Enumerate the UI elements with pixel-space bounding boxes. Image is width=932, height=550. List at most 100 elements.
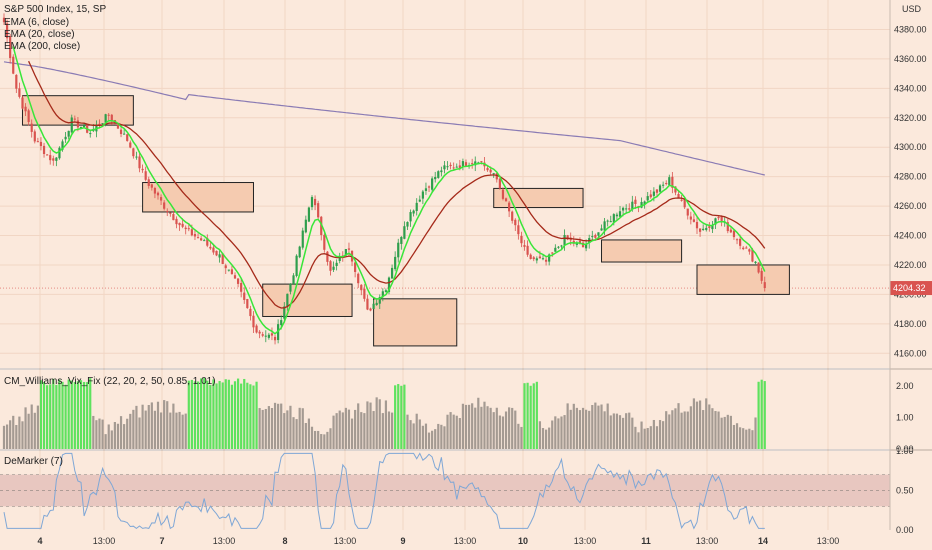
candle-body — [662, 184, 665, 186]
candle-body — [200, 238, 203, 241]
vix-bar — [449, 412, 452, 449]
vix-bar — [720, 417, 723, 449]
demarker-legend[interactable]: DeMarker (7) — [4, 456, 63, 467]
vix-bar — [390, 412, 394, 449]
candle-body — [46, 154, 49, 156]
price-axis-bg — [890, 0, 932, 550]
candle-body — [649, 194, 652, 198]
candle-body — [551, 252, 554, 254]
vix-bar — [166, 401, 169, 449]
vix-bar — [350, 418, 354, 449]
candle-body — [178, 222, 181, 226]
time-tick-label: 8 — [282, 536, 287, 546]
candle-body — [406, 222, 409, 227]
time-tick-label: 13:00 — [334, 536, 357, 546]
vix-bar — [267, 406, 270, 449]
candle-body — [196, 237, 200, 239]
time-tick-label: 13:00 — [213, 536, 236, 546]
candle-body — [464, 162, 468, 166]
vix-bar — [2, 425, 6, 449]
candle-body — [394, 256, 397, 270]
ema20-legend[interactable]: EMA (20, close) — [4, 29, 75, 40]
price-tick-label: 4360.00 — [894, 54, 927, 64]
price-tick-label: 4240.00 — [894, 231, 927, 241]
candle-body — [304, 219, 307, 233]
candle-body — [298, 246, 301, 258]
vix-bar — [692, 398, 696, 449]
vix-bar — [541, 428, 545, 449]
candle-body — [689, 216, 692, 220]
candle-body — [732, 230, 736, 238]
candle-body — [246, 299, 249, 309]
candle-body — [714, 218, 717, 225]
vix-bar — [397, 384, 400, 449]
ema6-legend[interactable]: EMA (6, close) — [4, 17, 69, 28]
time-tick-label: 13:00 — [574, 536, 597, 546]
vix-bar — [138, 417, 141, 449]
vix-bar — [637, 432, 640, 449]
candle-body — [277, 324, 280, 341]
vix-bar — [341, 412, 344, 449]
candle-body — [489, 169, 492, 173]
candle-body — [560, 245, 563, 247]
vix-bar — [123, 424, 126, 449]
vix-bar — [683, 411, 686, 449]
candle-body — [156, 192, 160, 196]
vix-bar — [717, 411, 720, 449]
candle-body — [357, 273, 360, 284]
vix-bar — [461, 403, 465, 449]
candle-body — [742, 247, 745, 250]
symbol-title[interactable]: S&P 500 Index, 15, SP — [4, 4, 106, 15]
candle-body — [578, 240, 582, 244]
candle-body — [267, 334, 270, 338]
vix-bar — [9, 420, 12, 449]
candle-body — [295, 255, 298, 276]
vix-bar — [520, 426, 523, 449]
candle-body — [42, 145, 46, 154]
zone-box — [601, 239, 683, 263]
vix-bar — [273, 402, 277, 449]
candle-body — [313, 198, 317, 206]
vix-bar — [575, 407, 578, 449]
vix-bar — [443, 426, 446, 449]
candle-body — [249, 308, 252, 317]
vix-bar — [215, 383, 218, 449]
vix-bar — [403, 384, 406, 449]
vix-bar — [240, 383, 243, 449]
vix-bar — [695, 401, 699, 449]
vix-bar — [440, 424, 443, 449]
vix-bar — [357, 403, 360, 449]
candle-body — [702, 228, 705, 231]
vix-bar — [498, 415, 501, 449]
vix-bar — [544, 429, 548, 449]
vix-bar — [757, 381, 760, 449]
vix-bar — [178, 411, 181, 449]
candle-body — [698, 228, 702, 232]
vix-bar — [723, 416, 726, 449]
vix-bar — [618, 415, 622, 449]
candle-body — [415, 202, 418, 211]
ema20-series — [28, 60, 766, 309]
candle-body — [252, 315, 255, 328]
vix-bar — [631, 417, 634, 449]
candle-body — [329, 261, 332, 271]
vix-bar — [261, 409, 264, 449]
vix-bar — [532, 383, 535, 449]
candle-body — [585, 244, 588, 249]
vix-bar — [218, 380, 221, 449]
candle-body — [159, 197, 163, 201]
vix-bar — [517, 423, 520, 449]
vix-bar — [150, 402, 153, 449]
vix-bar — [677, 403, 680, 449]
candle-body — [529, 254, 532, 259]
candle-body — [360, 284, 363, 291]
vix-bar — [492, 412, 495, 449]
ema200-legend[interactable]: EMA (200, close) — [4, 41, 80, 52]
vix-bar — [249, 384, 252, 449]
vix-bar — [714, 411, 717, 449]
vix-legend[interactable]: CM_Williams_Vix_Fix (22, 20, 2, 50, 0.85… — [4, 376, 216, 387]
vix-bar — [107, 424, 110, 449]
vix-bar — [301, 408, 304, 449]
